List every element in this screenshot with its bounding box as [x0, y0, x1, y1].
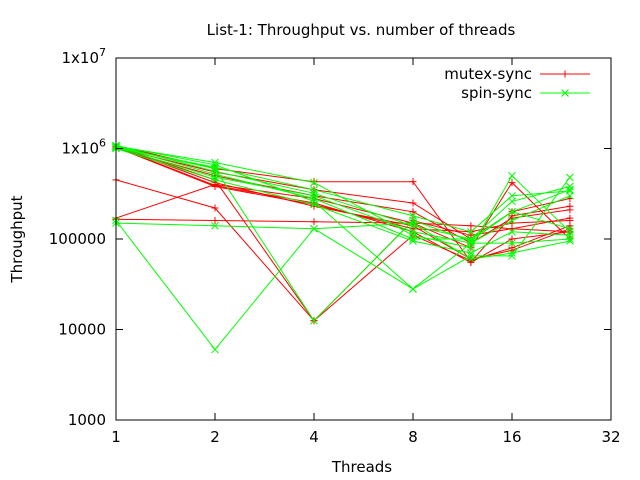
spin-sync-point: [566, 187, 574, 195]
x-tick-label: 8: [408, 428, 418, 446]
y-tick-label: 10000: [58, 321, 106, 339]
legend-label-spin-sync: spin-sync: [461, 84, 532, 102]
spin-sync-point: [409, 231, 417, 240]
spin-sync-point: [566, 237, 574, 245]
spin-sync-point: [508, 207, 516, 216]
mutex-sync-point: [211, 217, 219, 225]
legend-marker-spin-sync: [561, 89, 569, 97]
mutex-sync-point: [211, 204, 219, 212]
x-tick-label: 4: [309, 428, 319, 446]
spin-sync-point: [409, 285, 417, 293]
ticks-layer: 1 2 4 8 16 32 1000 10000 100000 1x106 1x107: [49, 46, 621, 446]
mutex-sync-point: [566, 214, 574, 222]
spin-sync-point: [508, 191, 516, 200]
mutex-sync-point: [508, 179, 516, 187]
spin-sync-point: [467, 235, 475, 243]
spin-sync-point: [508, 227, 516, 236]
spin-sync-point: [566, 173, 574, 182]
spin-sync-point: [211, 345, 219, 354]
spin-sync-point: [508, 197, 516, 206]
spin-sync-point: [508, 171, 516, 180]
y-tick-label: 1x106: [61, 137, 106, 158]
spin-sync-point: [508, 239, 516, 247]
spin-sync-point: [211, 176, 219, 184]
spin-sync-point: [211, 221, 219, 230]
chart-title: List-1: Throughput vs. number of threads: [207, 21, 516, 39]
spin-sync-point: [310, 189, 318, 198]
y-tick-label: 1x107: [61, 46, 106, 67]
mutex-sync-point: [467, 222, 475, 230]
y-tick-label: 100000: [49, 230, 106, 248]
y-tick-label: 1000: [68, 411, 106, 429]
spin-sync-point: [409, 221, 417, 230]
spin-sync-point: [409, 237, 417, 245]
spin-sync-point: [467, 255, 475, 263]
mutex-sync-point: [508, 244, 516, 252]
x-tick-label: 16: [502, 428, 521, 446]
mutex-sync-point: [409, 199, 417, 207]
mutex-sync-point: [409, 208, 417, 216]
mutex-sync-point: [310, 218, 318, 226]
x-axis-title: Threads: [331, 458, 392, 476]
spin-sync-point: [310, 185, 318, 194]
spin-sync-point: [467, 227, 475, 236]
spin-sync-point: [310, 200, 318, 209]
spin-sync-point: [566, 227, 574, 236]
mutex-sync-point: [409, 178, 417, 186]
mutex-sync-point: [566, 206, 574, 214]
x-tick-label: 1: [111, 428, 121, 446]
y-axis-title: Throughput: [8, 195, 26, 283]
spin-sync-point: [409, 227, 417, 236]
spin-sync-point: [467, 249, 475, 257]
spin-sync-point: [211, 163, 219, 172]
x-tick-label: 2: [210, 428, 220, 446]
legend-marker-mutex-sync: [561, 70, 569, 78]
series-layer: [112, 141, 574, 354]
spin-sync-point: [508, 216, 516, 225]
spin-sync-point: [409, 212, 417, 220]
spin-sync-point: [566, 231, 574, 240]
spin-sync-point: [508, 249, 516, 257]
spin-sync-point: [310, 191, 318, 200]
spin-sync-point: [310, 316, 318, 325]
mutex-sync-point: [211, 181, 219, 189]
spin-sync-point: [310, 178, 318, 187]
series-spin-sync: [112, 141, 574, 354]
mutex-sync-point: [508, 235, 516, 243]
spin-sync-point: [310, 224, 318, 233]
mutex-sync-point: [508, 225, 516, 233]
spin-sync-point: [566, 224, 574, 233]
legend-label-mutex-sync: mutex-sync: [444, 65, 532, 83]
x-tick-label: 32: [601, 428, 620, 446]
